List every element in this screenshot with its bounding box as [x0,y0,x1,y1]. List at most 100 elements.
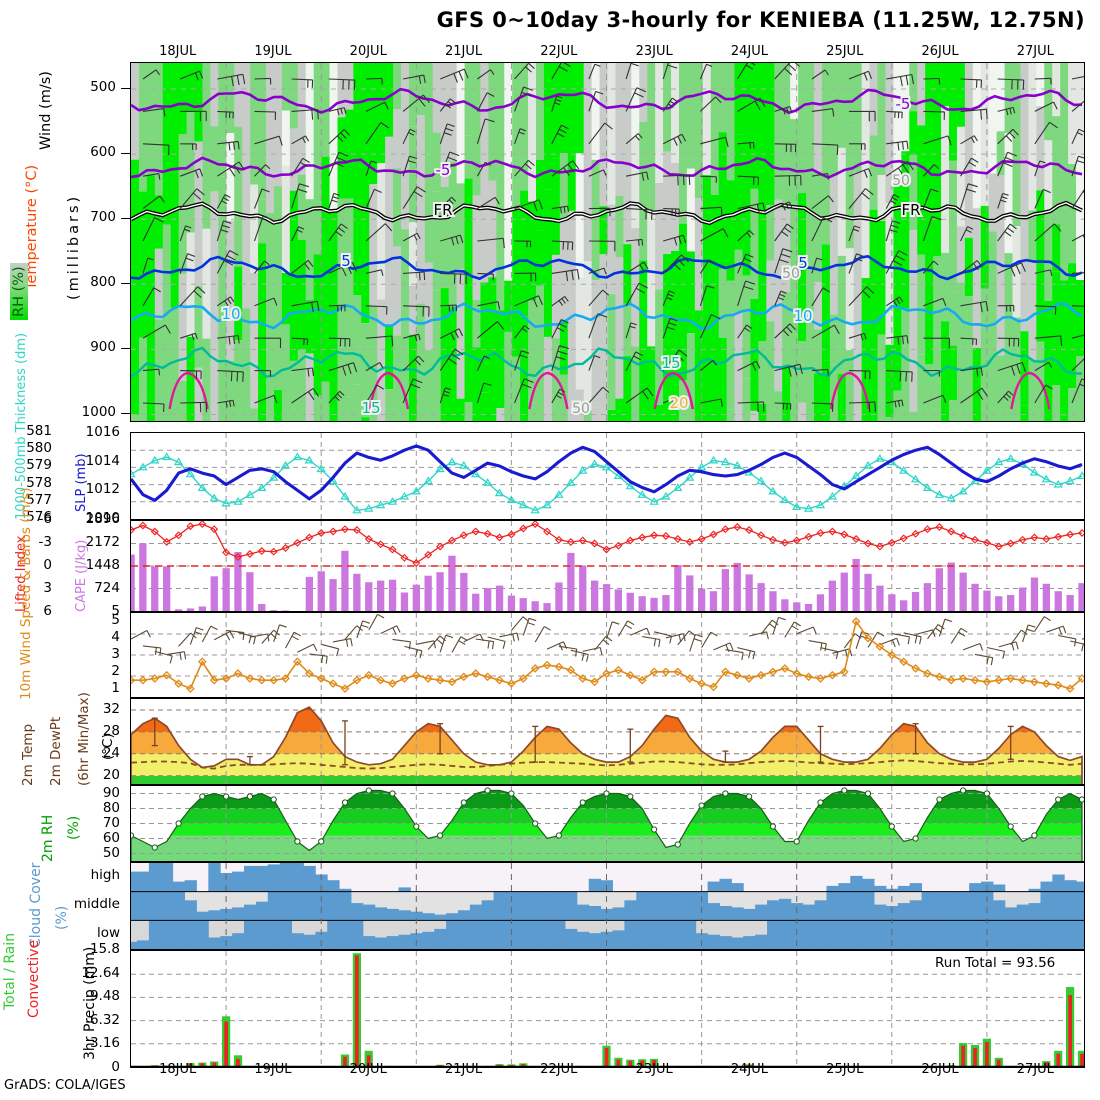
slp-tick-1010: 1010 [85,510,120,526]
precip-tick-9-48: 9.48 [89,988,120,1005]
precip-axis-label: 3hr Precip (mm) [82,946,98,1060]
svg-text:10: 10 [793,307,812,325]
precip-convective-label: Convective [26,939,42,1018]
lifted-index-tick-0: 0 [43,557,52,573]
date-tick-26jul: 26JUL [921,44,959,59]
precip-panel [130,950,1085,1068]
date-tick-19jul: 19JUL [254,1062,292,1077]
cloud-units-label: (%) [54,905,70,930]
svg-text:50: 50 [782,266,800,282]
page-title: GFS 0~10day 3-hourly for KENIEBA (11.25W… [436,8,1085,32]
date-tick-27jul: 27JUL [1016,1062,1054,1077]
rh-tick-50: 50 [102,844,120,861]
svg-text:50: 50 [782,266,800,282]
date-tick-21jul: 21JUL [444,1062,483,1077]
wind-speed-tick-2: 2 [111,663,120,680]
slp-tick-1016: 1016 [85,424,120,440]
rh2m-units-label: (%) [66,815,82,840]
svg-text:50: 50 [572,401,590,417]
upper-air-panel: -5 -5 -5 -5 FR FR FR FR 5 5 5 5 10 10 10 10 15 15 15 15 20 20… [130,62,1085,422]
thickness-tick-579: 579 [26,457,52,474]
temp-tick-20: 20 [102,766,120,783]
pressure-tick-700: 700 [90,209,116,226]
svg-text:15: 15 [361,399,380,417]
svg-text:20: 20 [669,394,688,412]
svg-text:10: 10 [793,307,812,325]
cloud-panel [130,862,1085,950]
svg-text:5: 5 [341,252,351,270]
dewpt2m-label: 2m DewPt [48,716,64,786]
svg-text:-5: -5 [896,95,911,113]
rh-tick-60: 60 [102,829,120,846]
svg-text:20: 20 [669,394,688,412]
svg-text:-5: -5 [896,95,911,113]
svg-text:FR: FR [901,201,920,219]
tick-mark [121,283,130,285]
temp2m-label: 2m Temp [20,723,36,786]
lifted-index-tick-6: 6 [43,603,52,619]
precip-tick-3-16: 3.16 [89,1035,120,1052]
lifted-index-tick--6: -6 [38,511,52,527]
thickness-tick-581: 581 [26,423,52,439]
cloud-row-high: high [90,866,120,883]
rh-tick-80: 80 [102,799,120,816]
pressure-tick-1000: 1000 [81,404,116,421]
svg-text:15: 15 [661,354,680,372]
wind-speed-tick-5: 5 [111,611,120,628]
precip-tick-12-64: 12.64 [81,964,120,981]
tick-mark [121,348,130,350]
thickness-tick-578: 578 [26,474,52,491]
svg-text:-5: -5 [436,161,451,179]
rh-tick-70: 70 [102,814,120,831]
cloud-row-low: low [96,925,120,942]
tick-mark [121,153,130,155]
cape-tick-2896: 2896 [85,511,120,527]
date-tick-26jul: 26JUL [921,1062,959,1077]
precip-tick-6-32: 6.32 [89,1011,120,1028]
svg-text:-5: -5 [436,161,451,179]
tick-mark [121,88,130,90]
wind-speed-tick-1: 1 [111,680,120,697]
date-tick-20jul: 20JUL [349,1062,387,1077]
cloud-row-middle: middle [73,896,120,912]
svg-text:FR: FR [433,201,452,219]
temp-units-label: (°C) [100,733,116,760]
lifted-index-tick--3: -3 [38,534,52,550]
svg-text:FR: FR [901,201,920,219]
wind-speed-tick-4: 4 [111,628,120,645]
date-tick-22jul: 22JUL [540,44,578,59]
tick-mark [121,413,130,415]
date-tick-19jul: 19JUL [254,44,292,59]
rh2m-panel [130,785,1085,862]
precip-total-label: Total / Rain [2,932,18,1010]
precip-tick-15-8: 15.8 [89,941,120,957]
minmax-label: (6hr Min/Max) [76,692,92,786]
upper-air-wind-label: Wind (m/s) [38,71,54,150]
svg-text:50: 50 [892,173,910,189]
thickness-tick-580: 580 [26,440,52,457]
wind10m-axis-label: 10m Wind Speed & Barbs (m/s) [18,487,34,700]
cape-tick-724: 724 [94,580,120,596]
wind-speed-tick-3: 3 [111,646,120,662]
slp-tick-1014: 1014 [85,452,120,469]
temp-tick-32: 32 [102,700,120,717]
upper-air-pressure-label: (millibars) [66,193,82,300]
svg-text:50: 50 [892,173,910,189]
pressure-tick-500: 500 [90,79,116,96]
date-tick-25jul: 25JUL [826,1062,864,1077]
run-total-label: Run Total = 93.56 [935,955,1056,971]
date-tick-25jul: 25JUL [826,44,864,59]
pressure-tick-900: 900 [90,339,116,356]
wind10m-panel [130,612,1085,698]
date-tick-18jul: 18JUL [159,1062,197,1077]
thickness-tick-577: 577 [26,491,52,508]
svg-text:10: 10 [221,305,240,323]
lifted-index-tick-3: 3 [43,580,52,596]
date-tick-18jul: 18JUL [159,44,197,59]
precip-tick-0: 0 [111,1059,120,1075]
cape-axis-label: CAPE (J/kg) [74,539,89,612]
tick-mark [121,218,130,220]
cape-li-panel [130,520,1085,612]
pressure-tick-800: 800 [90,274,116,291]
date-tick-27jul: 27JUL [1016,44,1054,59]
